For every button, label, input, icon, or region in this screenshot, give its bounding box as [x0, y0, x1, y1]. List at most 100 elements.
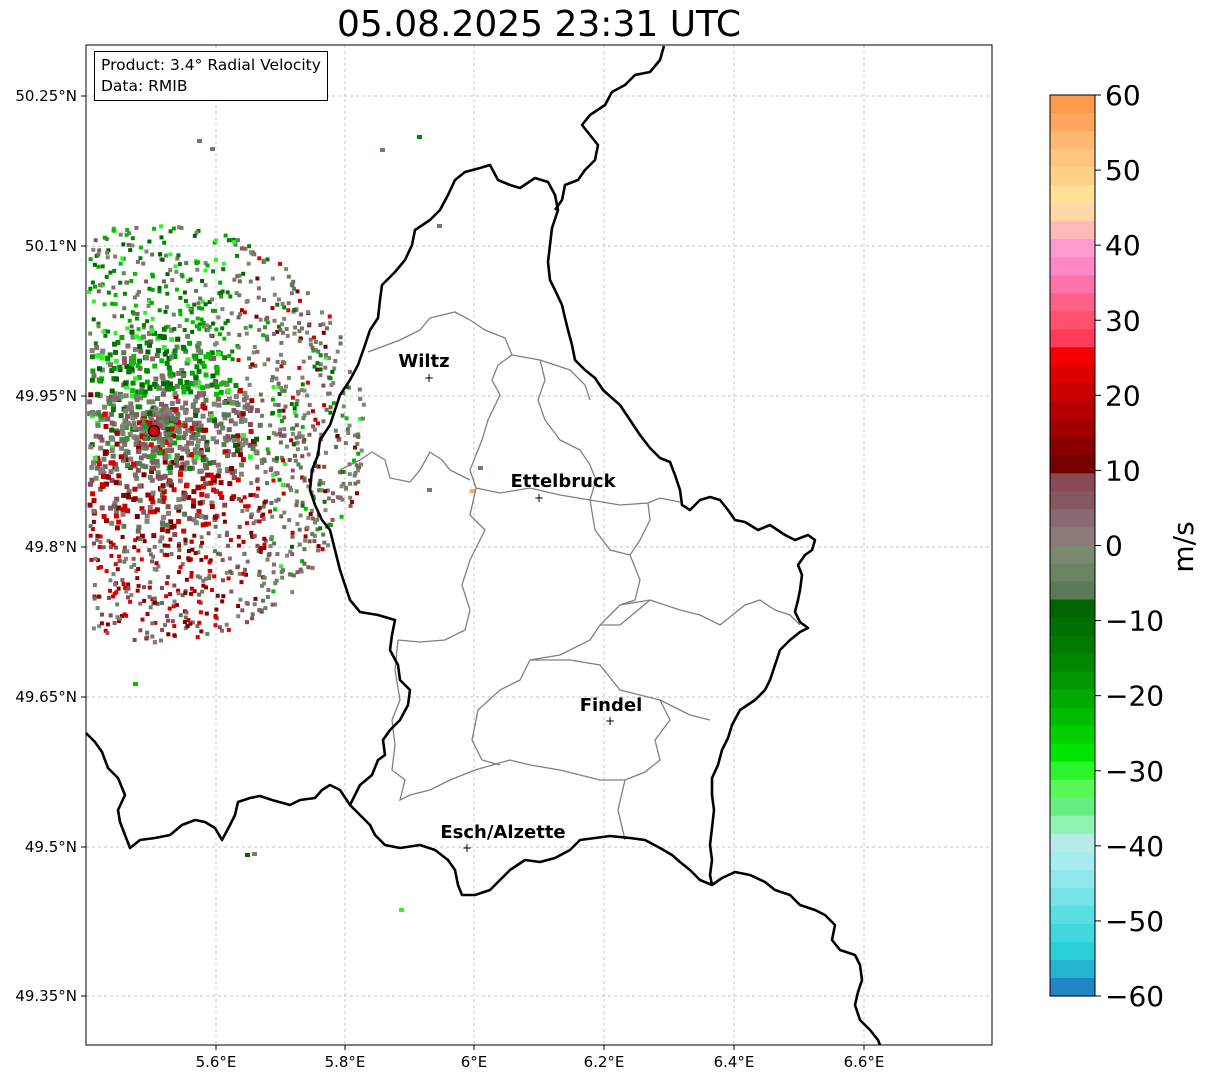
echo-pixel — [89, 557, 94, 562]
echo-pixel — [137, 365, 143, 371]
echo-pixel — [160, 498, 166, 504]
echo-pixel — [280, 482, 285, 487]
echo-pixel — [183, 400, 189, 406]
echo-pixel — [203, 427, 209, 433]
echo-pixel — [114, 590, 119, 595]
echo-pixel — [89, 377, 95, 383]
echo-pixel — [257, 422, 263, 428]
echo-pixel — [144, 249, 149, 254]
echo-pixel — [182, 423, 188, 429]
echo-pixel — [123, 437, 129, 443]
city-ettelbruck[interactable]: Ettelbruck + — [510, 471, 616, 505]
echo-pixel — [312, 533, 317, 538]
echo-pixel — [178, 455, 184, 461]
echo-pixel — [132, 425, 138, 430]
echo-pixel — [204, 493, 210, 499]
echo-pixel — [143, 310, 148, 315]
echo-pixel — [154, 567, 159, 572]
echo-pixel — [181, 389, 187, 395]
echo-pixel — [96, 321, 101, 326]
echo-pixel — [181, 528, 187, 534]
echo-pixel — [125, 420, 131, 426]
radar-site-marker[interactable] — [147, 424, 161, 438]
echo-pixel — [99, 437, 105, 443]
echo-pixel — [115, 567, 120, 572]
echo-pixel — [265, 557, 270, 562]
country-borders — [85, 45, 882, 1046]
echo-pixel — [150, 454, 156, 460]
echo-pixel — [180, 384, 186, 390]
echo-pixel — [157, 498, 163, 504]
echo-pixel — [231, 437, 237, 443]
echo-pixel — [113, 582, 118, 587]
germany-border-north — [553, 45, 666, 211]
echo-pixel — [270, 306, 275, 311]
colorbar-band — [1050, 959, 1095, 979]
echo-pixel — [283, 404, 288, 409]
echo-pixel — [201, 320, 206, 325]
echo-pixel — [322, 464, 327, 469]
echo-pixel — [174, 453, 180, 459]
echo-pixel — [190, 402, 196, 408]
radar-map[interactable]: Wiltz + Ettelbruck + Findel + Esch/Alzet… — [0, 0, 1040, 1081]
echo-pixel — [197, 592, 202, 597]
city-wiltz[interactable]: Wiltz + — [398, 351, 449, 385]
city-esch-alzette[interactable]: Esch/Alzette + — [440, 822, 565, 855]
echo-pixel — [276, 297, 281, 302]
echo-pixel — [280, 575, 285, 580]
echo-pixel — [210, 308, 215, 313]
echo-pixel — [252, 533, 257, 538]
echo-pixel — [152, 600, 157, 605]
echo-pixel — [175, 287, 179, 292]
echo-pixel — [352, 473, 357, 478]
echo-pixel — [222, 336, 227, 341]
echo-pixel — [199, 317, 204, 322]
echo-pixel — [122, 503, 128, 509]
echo-pixel — [262, 546, 267, 550]
echo-pixel — [266, 357, 271, 362]
echo-pixel — [208, 472, 214, 478]
echo-pixel — [136, 583, 141, 588]
echo-pixel — [282, 510, 287, 515]
echo-pixel — [187, 465, 193, 471]
canton-boundaries — [339, 311, 801, 841]
echo-pixel — [250, 446, 256, 452]
echo-pixel — [318, 478, 323, 483]
colorbar-tick-label: −50 — [1105, 905, 1164, 938]
echo-pixel — [328, 405, 333, 410]
echo-pixel — [237, 524, 242, 529]
echo-pixel — [327, 522, 332, 527]
colorbar-band — [1050, 149, 1095, 168]
echo-pixel — [339, 484, 344, 489]
echo-pixel — [203, 283, 208, 288]
echo-pixel — [305, 380, 310, 385]
echo-pixel — [310, 565, 315, 570]
echo-pixel — [163, 422, 169, 428]
echo-pixel — [88, 257, 93, 262]
echo-pixel — [249, 530, 254, 535]
colorbar-band — [1050, 509, 1095, 529]
echo-pixel — [184, 610, 189, 615]
echo-pixel — [294, 489, 299, 494]
echo-pixel — [129, 565, 134, 570]
echo-pixel — [100, 367, 105, 373]
echo-pixel — [111, 542, 116, 547]
echo-pixel — [220, 289, 225, 294]
echo-pixel — [190, 329, 195, 334]
echo-pixel — [300, 475, 305, 480]
echo-pixel — [147, 299, 152, 304]
echo-pixel — [157, 439, 162, 445]
echo-pixel — [258, 392, 263, 397]
data-source-label: Data: RMIB — [101, 77, 188, 95]
echo-pixel — [300, 454, 305, 459]
canton-boundary-capellen — [481, 759, 501, 766]
echo-pixel — [120, 431, 126, 437]
echo-pixel — [126, 369, 132, 375]
echo-pixel — [310, 532, 315, 537]
city-findel[interactable]: Findel + — [580, 695, 643, 728]
echo-pixel — [143, 464, 149, 470]
echo-pixel — [95, 538, 100, 542]
echo-pixel — [162, 240, 167, 245]
echo-pixel — [236, 345, 241, 350]
echo-pixel — [243, 440, 249, 446]
